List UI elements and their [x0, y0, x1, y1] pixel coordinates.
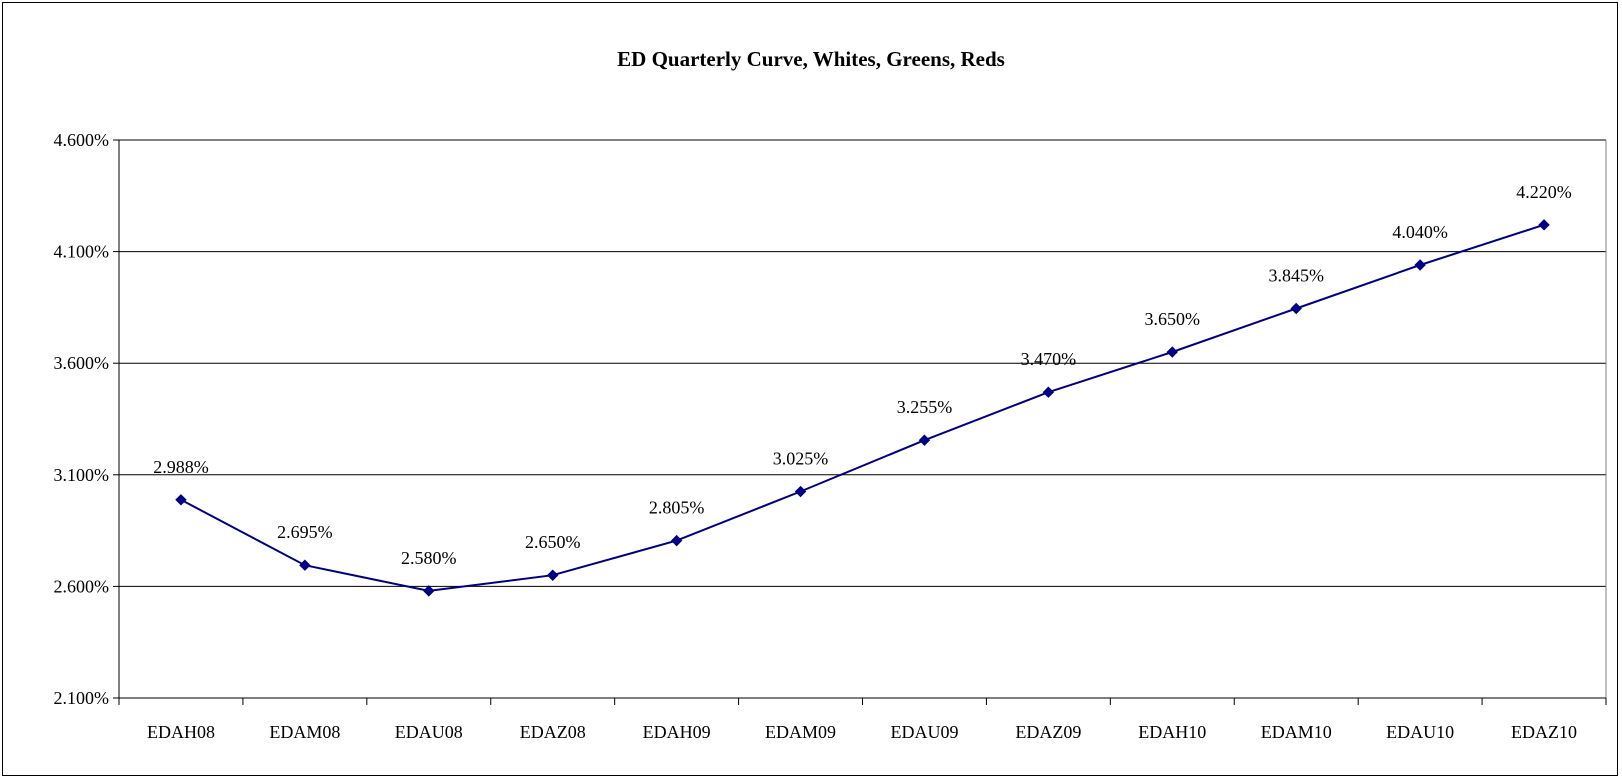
data-label: 3.845% — [1268, 266, 1324, 286]
x-tick-label: EDAM08 — [269, 722, 340, 742]
y-tick-label: 2.600% — [54, 576, 110, 596]
data-point-marker — [794, 485, 807, 498]
data-point-marker — [1042, 386, 1055, 398]
y-tick-label: 3.600% — [54, 353, 110, 373]
x-tick-label: EDAM09 — [765, 722, 836, 742]
x-tick-label: EDAM10 — [1261, 722, 1332, 742]
data-point-marker — [1290, 302, 1302, 315]
x-tick-label: EDAH08 — [147, 722, 215, 742]
chart-title: ED Quarterly Curve, Whites, Greens, Reds — [617, 47, 1005, 71]
data-point-marker — [299, 559, 311, 571]
y-tick-label: 2.100% — [54, 688, 110, 708]
x-tick-label: EDAZ09 — [1015, 722, 1081, 742]
x-tick-label: EDAZ08 — [520, 722, 586, 742]
data-point-marker — [670, 534, 683, 547]
data-point-marker — [547, 569, 559, 581]
data-label: 2.988% — [153, 457, 209, 477]
data-label: 3.470% — [1021, 349, 1077, 369]
x-tick-label: EDAU08 — [395, 722, 463, 742]
y-tick-label: 4.100% — [54, 242, 110, 262]
data-label: 3.025% — [773, 449, 829, 469]
x-tick-label: EDAH10 — [1138, 722, 1206, 742]
data-label: 2.695% — [277, 522, 333, 542]
gridlines — [119, 139, 1606, 587]
series — [175, 219, 1550, 597]
data-point-marker — [1414, 259, 1426, 271]
series-line — [180, 223, 1545, 592]
data-labels: 2.988% 2.695% 2.580% 2.650% 2.805% 3.025% 3.25… — [153, 182, 1572, 568]
data-label: 2.580% — [401, 548, 457, 568]
x-tick-label: EDAU10 — [1386, 722, 1454, 742]
data-point-marker — [175, 494, 187, 506]
data-label: 2.650% — [525, 532, 581, 552]
y-tick-label: 3.100% — [54, 465, 110, 485]
data-point-marker — [423, 585, 435, 597]
data-label: 3.255% — [897, 397, 953, 417]
data-point-marker — [918, 434, 931, 446]
data-label: 2.805% — [649, 498, 705, 518]
data-label: 4.220% — [1516, 182, 1572, 202]
data-point-marker — [1538, 219, 1550, 231]
x-tick-label: EDAZ10 — [1511, 722, 1577, 742]
x-tick-label: EDAU09 — [890, 722, 958, 742]
data-label: 4.040% — [1392, 222, 1448, 242]
data-label: 3.650% — [1145, 309, 1201, 329]
y-tick-label: 4.600% — [54, 130, 110, 150]
axes: 2.100% 2.600% 3.100% 3.600% 4.100% 4.600% EDAH… — [54, 130, 1607, 742]
data-point-marker — [1166, 346, 1178, 358]
x-tick-label: EDAH09 — [643, 722, 711, 742]
